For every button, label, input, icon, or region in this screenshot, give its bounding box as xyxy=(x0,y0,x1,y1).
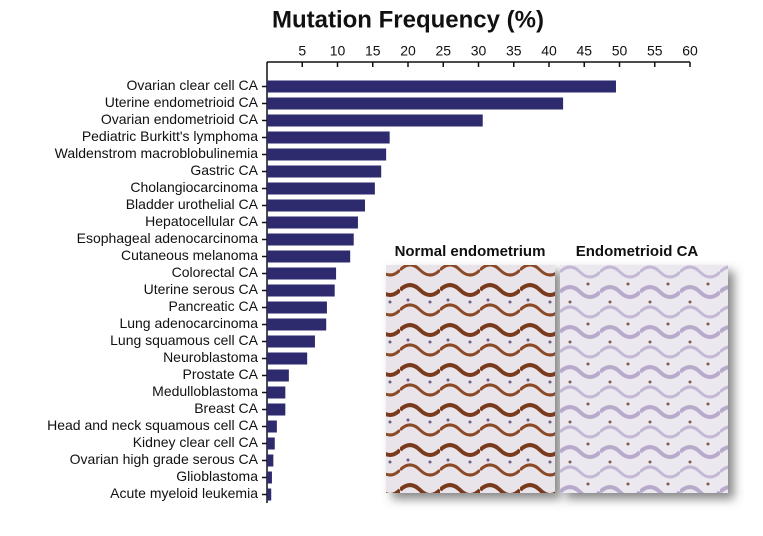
bar xyxy=(267,250,351,263)
bar xyxy=(267,114,483,127)
bar xyxy=(267,352,308,365)
y-tick-label: Hepatocellular CA xyxy=(145,213,258,229)
bar xyxy=(267,318,327,331)
y-tick-label: Colorectal CA xyxy=(172,264,259,280)
bar xyxy=(267,165,382,178)
y-tick-label: Glioblastoma xyxy=(176,468,258,484)
bar xyxy=(267,80,616,93)
bar xyxy=(267,420,277,433)
bar xyxy=(267,131,390,144)
x-tick-label: 40 xyxy=(541,43,557,59)
x-tick-label: 5 xyxy=(298,43,306,59)
bar xyxy=(267,216,358,229)
x-tick-label: 20 xyxy=(400,43,416,59)
panel-label: Endometrioid CA xyxy=(576,243,699,260)
y-tick-label: Breast CA xyxy=(194,400,258,416)
bar xyxy=(267,403,286,416)
bar xyxy=(267,148,387,161)
bar xyxy=(267,267,337,280)
x-tick-label: 35 xyxy=(506,43,522,59)
x-tick-label: 30 xyxy=(471,43,487,59)
x-tick-label: 10 xyxy=(330,43,346,59)
y-tick-label: Cholangiocarcinoma xyxy=(130,179,258,195)
bar xyxy=(267,335,315,348)
y-tick-label: Pediatric Burkitt's lymphoma xyxy=(82,128,258,144)
chart-title: Mutation Frequency (%) xyxy=(272,6,544,33)
y-tick-label: Prostate CA xyxy=(183,366,259,382)
x-tick-label: 50 xyxy=(612,43,628,59)
bar xyxy=(267,386,286,399)
y-tick-label: Acute myeloid leukemia xyxy=(110,485,258,501)
bar xyxy=(267,284,335,297)
panel-label: Normal endometrium xyxy=(395,243,546,260)
y-tick-label: Esophageal adenocarcinoma xyxy=(77,230,259,246)
y-tick-label: Lung squamous cell CA xyxy=(110,332,259,348)
x-tick-label: 60 xyxy=(682,43,698,59)
x-tick-label: 45 xyxy=(576,43,592,59)
y-tick-label: Medulloblastoma xyxy=(152,383,258,399)
y-tick-label: Waldenstrom macroblobulinemia xyxy=(55,145,259,161)
image-normal xyxy=(386,265,555,493)
y-tick-label: Kidney clear cell CA xyxy=(133,434,259,450)
y-tick-label: Cutaneous melanoma xyxy=(121,247,258,263)
x-tick-label: 25 xyxy=(435,43,451,59)
x-tick-label: 15 xyxy=(365,43,381,59)
bar xyxy=(267,454,274,467)
bar xyxy=(267,471,272,484)
y-tick-label: Ovarian clear cell CA xyxy=(127,77,259,93)
image-tumor xyxy=(560,265,728,493)
bar xyxy=(267,97,564,110)
y-tick-label: Head and neck squamous cell CA xyxy=(47,417,259,433)
y-tick-label: Uterine endometrioid CA xyxy=(105,94,259,110)
bar xyxy=(267,233,354,246)
y-tick-label: Ovarian high grade serous CA xyxy=(70,451,259,467)
bar xyxy=(267,199,365,212)
y-tick-label: Bladder urothelial CA xyxy=(126,196,259,212)
bar xyxy=(267,301,327,314)
y-tick-label: Uterine serous CA xyxy=(144,281,259,297)
bar xyxy=(267,488,272,501)
y-tick-label: Ovarian endometrioid CA xyxy=(101,111,259,127)
bar xyxy=(267,437,275,450)
bar xyxy=(267,182,375,195)
y-tick-label: Neuroblastoma xyxy=(163,349,258,365)
bar xyxy=(267,369,289,382)
y-tick-label: Lung adenocarcinoma xyxy=(119,315,258,331)
y-tick-label: Gastric CA xyxy=(190,162,258,178)
x-tick-label: 55 xyxy=(647,43,663,59)
y-tick-label: Pancreatic CA xyxy=(169,298,259,314)
